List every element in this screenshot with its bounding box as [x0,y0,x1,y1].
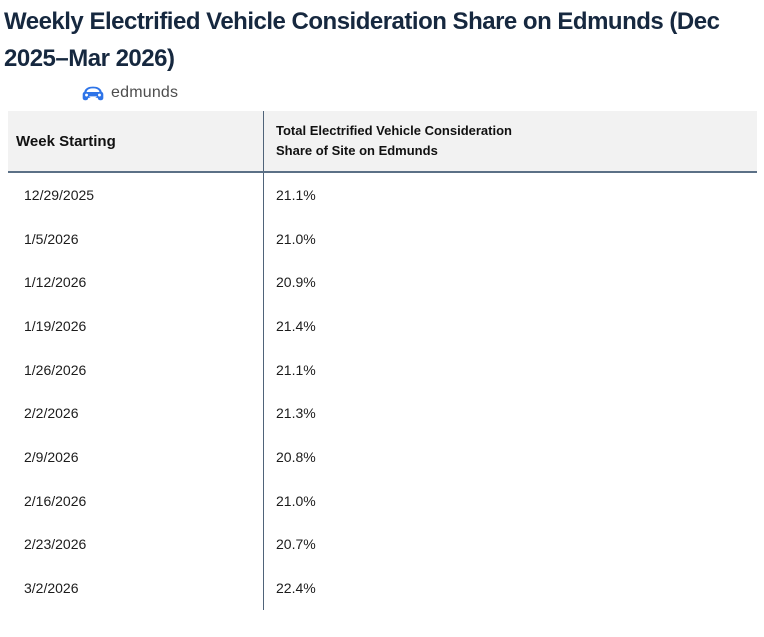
edmunds-brand-text: edmunds [111,84,179,101]
col-header-line1: Total Electrified Vehicle Consideration [276,123,512,138]
week-cell: 1/5/2026 [24,230,79,247]
table-row: 2/16/2026 21.0% [8,478,757,523]
table-row: 2/23/2026 20.7% [8,522,757,567]
share-cell: 21.4% [263,304,757,348]
share-cell: 20.9% [263,260,757,305]
week-cell: 1/19/2026 [24,317,87,334]
share-cell: 20.8% [263,435,757,479]
share-cell: 21.1% [263,347,757,392]
share-cell: 21.1% [263,172,757,217]
col-header-line2: Share of Site on Edmunds [276,143,438,158]
table-row: 3/2/2026 22.4% [8,566,757,610]
share-cell: 21.0% [263,478,757,523]
table-header-row: Week Starting Total Electrified Vehicle … [8,111,757,172]
week-cell: 3/2/2026 [24,580,79,597]
col-header-week-starting: Week Starting [16,132,116,150]
car-icon [82,85,104,102]
week-cell: 2/9/2026 [24,448,79,465]
week-cell: 2/16/2026 [24,492,87,509]
page-title: Weekly Electrified Vehicle Consideration… [4,8,720,72]
share-cell: 20.7% [263,522,757,567]
table-row: 2/9/2026 20.8% [8,435,757,479]
week-cell: 12/29/2025 [24,186,95,203]
table-row: 1/19/2026 21.4% [8,304,757,348]
table-row: 12/29/2025 21.1% [8,172,757,217]
edmunds-logo: edmunds [82,83,764,103]
share-cell: 21.0% [263,216,757,261]
table-row: 2/2/2026 21.3% [8,391,757,436]
table-row: 1/12/2026 20.9% [8,260,757,305]
share-cell: 21.3% [263,391,757,436]
week-cell: 2/23/2026 [24,536,87,553]
week-cell: 1/12/2026 [24,274,87,291]
share-cell: 22.4% [263,566,757,610]
consideration-share-table: Week Starting Total Electrified Vehicle … [8,111,757,610]
week-cell: 1/26/2026 [24,361,87,378]
table-row: 1/26/2026 21.1% [8,347,757,392]
col-header-consideration-share: Total Electrified Vehicle Consideration … [263,111,757,172]
table-row: 1/5/2026 21.0% [8,216,757,261]
week-cell: 2/2/2026 [24,405,79,422]
